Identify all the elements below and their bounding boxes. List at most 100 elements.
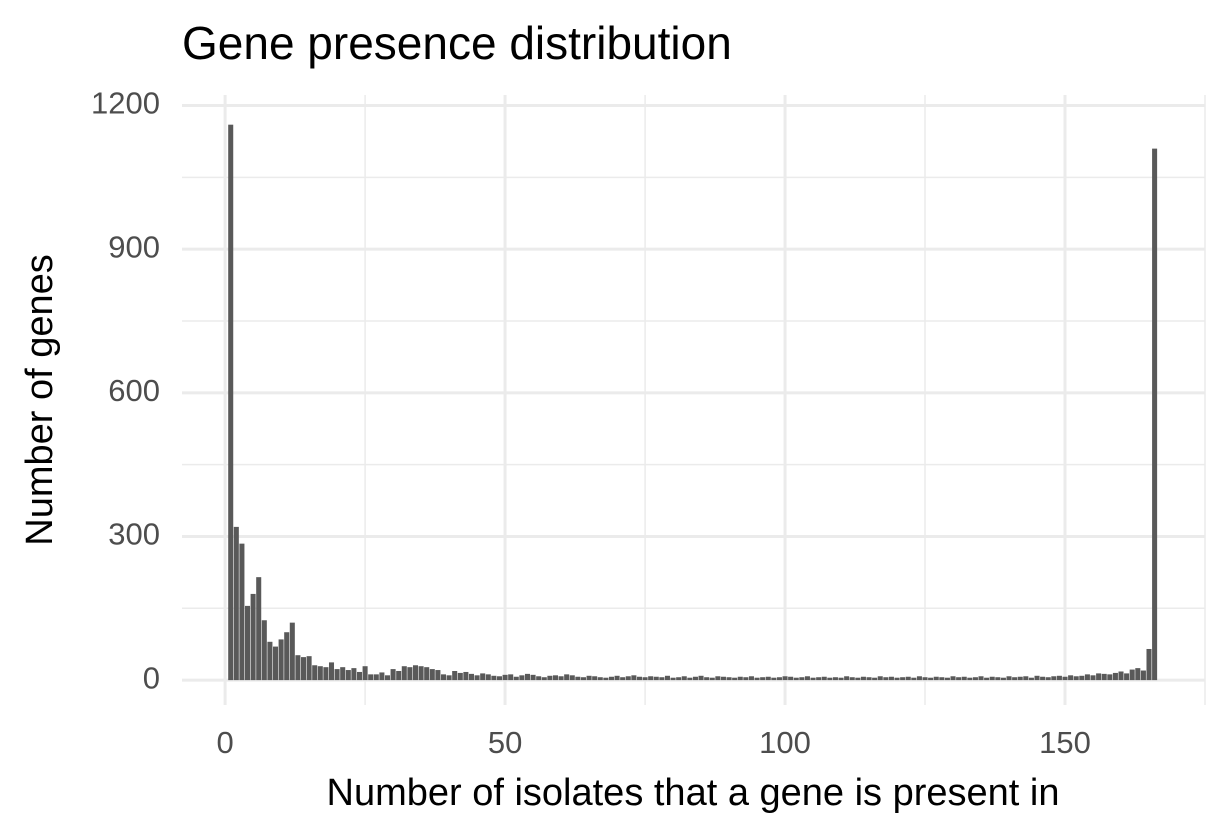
bar <box>1129 669 1135 681</box>
bar <box>267 641 273 681</box>
bar <box>295 655 301 681</box>
bar <box>631 675 637 681</box>
bar <box>692 676 698 681</box>
bar <box>1146 648 1152 681</box>
bar <box>776 677 782 681</box>
bar <box>1000 677 1006 681</box>
bar <box>625 676 631 681</box>
bar <box>351 668 357 681</box>
bar <box>748 676 754 681</box>
x-tick-label: 100 <box>759 725 811 760</box>
bar <box>233 526 239 681</box>
bar <box>1101 673 1107 681</box>
bar <box>989 676 995 681</box>
bar <box>978 676 984 681</box>
bar <box>1112 672 1118 681</box>
bar <box>821 676 827 681</box>
bar <box>508 674 514 681</box>
bar <box>972 677 978 681</box>
bar <box>704 677 710 681</box>
bar <box>664 675 670 681</box>
bar <box>922 677 928 681</box>
bar <box>519 675 525 681</box>
bar <box>636 676 642 681</box>
bar <box>799 677 805 681</box>
bar <box>726 677 732 681</box>
bar <box>715 676 721 681</box>
bar <box>1051 676 1057 681</box>
y-tick-label: 0 <box>143 660 160 695</box>
bar <box>1073 676 1079 681</box>
bar <box>547 675 553 681</box>
bar <box>1045 677 1051 681</box>
bar <box>709 677 715 681</box>
bar <box>950 676 956 681</box>
bar <box>1034 675 1040 681</box>
bar <box>1079 675 1085 681</box>
bar <box>446 675 452 681</box>
bar <box>900 677 906 681</box>
bar <box>306 656 312 681</box>
bar <box>1012 677 1018 681</box>
bar <box>737 676 743 681</box>
bar <box>816 677 822 681</box>
bar <box>580 677 586 681</box>
bar <box>1096 673 1102 681</box>
bar <box>256 577 262 681</box>
bar <box>228 124 234 681</box>
bar <box>491 675 497 681</box>
bar <box>894 677 900 681</box>
bar <box>440 674 447 681</box>
bar <box>760 677 766 681</box>
bar <box>1140 670 1146 681</box>
bar <box>536 676 542 681</box>
bar <box>720 676 726 681</box>
bar <box>328 662 335 681</box>
bar <box>502 674 508 681</box>
bar <box>261 620 267 681</box>
bar <box>967 677 973 681</box>
bar <box>396 671 402 681</box>
bar <box>659 677 665 681</box>
bar <box>905 676 911 681</box>
bar <box>832 677 838 681</box>
bar <box>844 676 850 681</box>
bar <box>564 674 570 681</box>
bar <box>541 677 547 681</box>
bar <box>373 674 379 681</box>
bar <box>788 676 794 681</box>
bar <box>452 671 458 681</box>
bar <box>592 676 598 681</box>
x-tick-label: 0 <box>216 725 233 760</box>
grid <box>182 95 1206 705</box>
bar <box>939 677 945 681</box>
bar <box>648 676 654 681</box>
bar <box>928 677 934 681</box>
bar <box>418 666 424 681</box>
bar <box>334 669 340 681</box>
bar <box>608 676 614 681</box>
bar <box>496 676 503 681</box>
bar <box>916 676 922 681</box>
bar <box>390 669 396 681</box>
bar <box>340 667 346 681</box>
bar <box>1135 668 1141 681</box>
bar <box>732 677 738 681</box>
bar <box>384 675 391 681</box>
bar <box>435 670 441 681</box>
bar <box>278 639 284 681</box>
bar <box>956 677 962 681</box>
bar <box>698 675 704 681</box>
bar <box>362 666 368 681</box>
bar <box>379 672 385 681</box>
bar <box>317 666 323 681</box>
bar <box>614 675 620 681</box>
bar <box>883 677 889 681</box>
bar <box>530 674 536 681</box>
bar <box>984 677 990 681</box>
bar <box>569 675 575 681</box>
bar <box>485 674 491 681</box>
bar <box>681 676 687 681</box>
bar <box>407 667 413 681</box>
bar <box>743 677 749 681</box>
